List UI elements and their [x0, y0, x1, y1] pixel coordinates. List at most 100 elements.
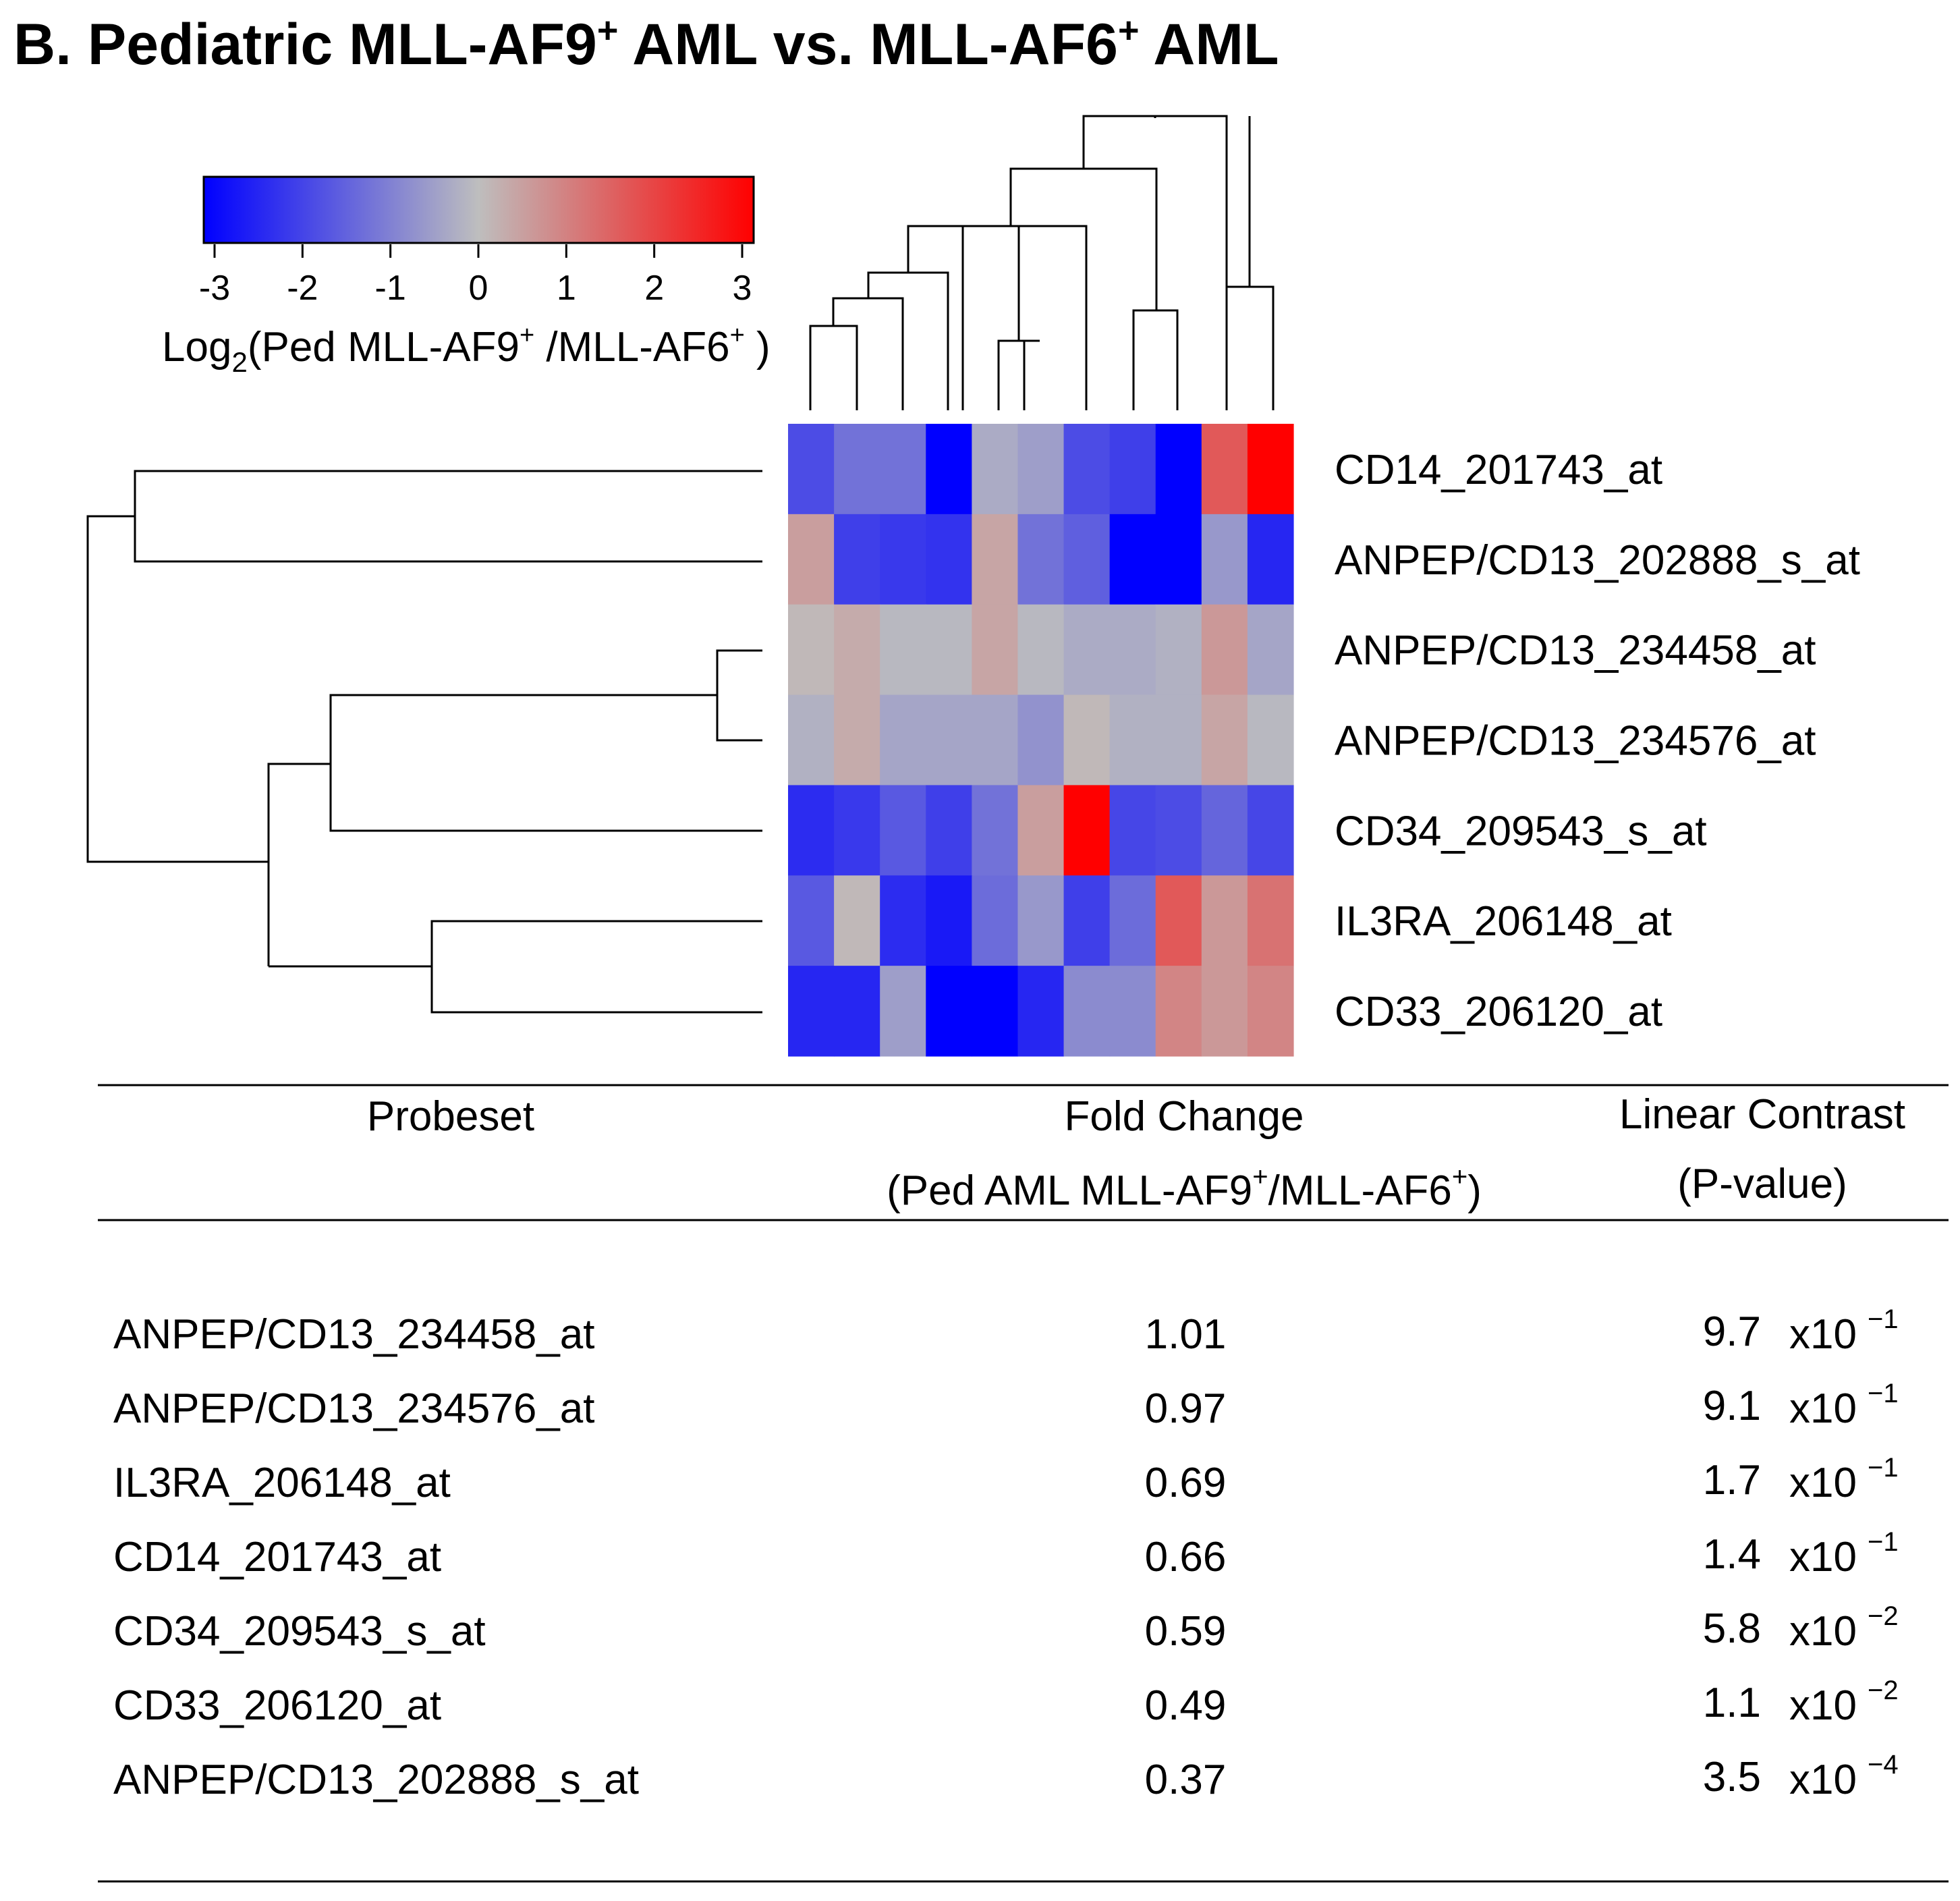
cell-fold-change: 0.69 [1145, 1460, 1227, 1506]
colorbar-ticks: -3 -2 -1 0 1 2 3 [199, 244, 752, 308]
heatmap-cell [788, 785, 835, 876]
heatmap-cell [1017, 875, 1065, 966]
cell-p-mantissa: 9.7 [1703, 1308, 1761, 1355]
heatmap-cell [972, 604, 1019, 696]
cell-probeset: ANPEP/CD13_234576_at [113, 1385, 594, 1432]
heatmap-row-label: CD34_209543_s_at [1335, 808, 1707, 854]
heatmap-row-label: ANPEP/CD13_202888_s_at [1335, 537, 1860, 584]
heatmap-cell [834, 966, 880, 1057]
cell-probeset: IL3RA_206148_at [113, 1460, 451, 1506]
heatmap-cell [1109, 875, 1156, 966]
heatmap-cell [926, 875, 972, 966]
table-body: ANPEP/CD13_234458_at 1.01 9.7 x10 −1ANPEP/CD… [113, 1304, 1899, 1803]
heatmap-cell [880, 514, 926, 605]
heatmap-row-label: CD33_206120_at [1335, 989, 1662, 1035]
colorbar-label: Log2(Ped MLL-AF9+ /MLL-AF6+ ) [162, 321, 771, 378]
colorbar-tick-label: -2 [287, 269, 318, 308]
heatmap-cell [834, 424, 880, 515]
heatmap-cell [1201, 694, 1248, 786]
heatmap-row-label: ANPEP/CD13_234576_at [1335, 718, 1816, 765]
heatmap-cell [880, 966, 926, 1057]
heatmap-cell [834, 604, 880, 696]
heatmap-cell [1109, 424, 1156, 515]
cell-probeset: ANPEP/CD13_234458_at [113, 1311, 594, 1358]
table-row: ANPEP/CD13_234458_at 1.01 9.7 x10 −1 [113, 1304, 1899, 1358]
cell-p-base: x10 [1789, 1311, 1857, 1358]
cell-p-base: x10 [1789, 1757, 1857, 1803]
heatmap-cell [926, 694, 972, 786]
cell-p-base: x10 [1789, 1385, 1857, 1432]
heatmap-row-label: IL3RA_206148_at [1335, 898, 1672, 945]
heatmap-cell [788, 966, 835, 1057]
cell-p-exponent: −1 [1868, 1527, 1899, 1557]
cell-p-base: x10 [1789, 1534, 1857, 1580]
heatmap-cell [926, 966, 972, 1057]
heatmap-cell [880, 785, 926, 876]
heatmap-cell [1017, 514, 1065, 605]
heatmap-cell [1247, 604, 1294, 696]
cell-probeset: CD34_209543_s_at [113, 1608, 486, 1655]
heatmap-cell [1017, 694, 1065, 786]
cell-p-mantissa: 9.1 [1703, 1383, 1761, 1429]
heatmap-cell [880, 875, 926, 966]
heatmap-cell [1063, 514, 1111, 605]
heatmap-cell [1201, 875, 1248, 966]
heatmap-cell [1109, 785, 1156, 876]
heatmap-cell [788, 514, 835, 605]
colorbar-tick-label: -3 [199, 269, 230, 308]
heatmap-cell [880, 604, 926, 696]
cell-fold-change: 0.49 [1145, 1682, 1227, 1729]
colorbar-tick-label: 0 [469, 269, 488, 308]
cell-fold-change: 0.59 [1145, 1608, 1227, 1655]
table-row: CD14_201743_at 0.66 1.4 x10 −1 [113, 1527, 1899, 1580]
heatmap-cell [1201, 785, 1248, 876]
heatmap-cell [972, 875, 1019, 966]
heatmap-cell [880, 424, 926, 515]
heatmap-cell [1201, 514, 1248, 605]
cell-p-mantissa: 3.5 [1703, 1754, 1761, 1800]
cell-fold-change: 0.97 [1145, 1385, 1227, 1432]
cell-p-exponent: −1 [1868, 1304, 1899, 1334]
cell-p-exponent: −2 [1868, 1676, 1899, 1705]
heatmap-cell [880, 694, 926, 786]
figure-title: B. Pediatric MLL-AF9+ AML vs. MLL-AF6+ A… [13, 10, 1279, 77]
column-dendrogram [809, 115, 1275, 410]
heatmap-cell [788, 875, 835, 966]
colorbar [202, 175, 755, 244]
heatmap-cell [1155, 966, 1202, 1057]
colorbar-tick-label: 2 [644, 269, 664, 308]
heatmap-cell [1063, 424, 1111, 515]
heatmap-cell [972, 785, 1019, 876]
heatmap-cell [1155, 694, 1202, 786]
heatmap-cell [1063, 785, 1111, 876]
heatmap-cell [1247, 514, 1294, 605]
header-probeset: Probeset [367, 1093, 534, 1140]
heatmap-cell [926, 514, 972, 605]
heatmap-cell [834, 694, 880, 786]
cell-p-exponent: −2 [1868, 1601, 1899, 1631]
cell-p-mantissa: 1.7 [1703, 1457, 1761, 1504]
table-row: IL3RA_206148_at 0.69 1.7 x10 −1 [113, 1453, 1899, 1506]
results-table: Probeset Fold Change (Ped AML MLL-AF9+/M… [98, 1084, 1949, 1883]
heatmap-cell [1155, 424, 1202, 515]
heatmap-cell [834, 875, 880, 966]
colorbar-tick-label: -1 [375, 269, 406, 308]
heatmap-cell [1155, 875, 1202, 966]
heatmap-cell [926, 424, 972, 515]
heatmap [788, 424, 1294, 1057]
cell-p-exponent: −1 [1868, 1453, 1899, 1483]
heatmap-cell [926, 785, 972, 876]
table-row: CD33_206120_at 0.49 1.1 x10 −2 [113, 1676, 1899, 1729]
heatmap-cell [1017, 785, 1065, 876]
heatmap-cell [1247, 966, 1294, 1057]
cell-fold-change: 0.66 [1145, 1534, 1227, 1580]
cell-probeset: ANPEP/CD13_202888_s_at [113, 1757, 639, 1803]
heatmap-cell [788, 694, 835, 786]
heatmap-cell [1201, 424, 1248, 515]
cell-p-mantissa: 5.8 [1703, 1605, 1761, 1652]
table-row: CD34_209543_s_at 0.59 5.8 x10 −2 [113, 1601, 1899, 1655]
heatmap-cell [972, 514, 1019, 605]
heatmap-cell [788, 424, 835, 515]
